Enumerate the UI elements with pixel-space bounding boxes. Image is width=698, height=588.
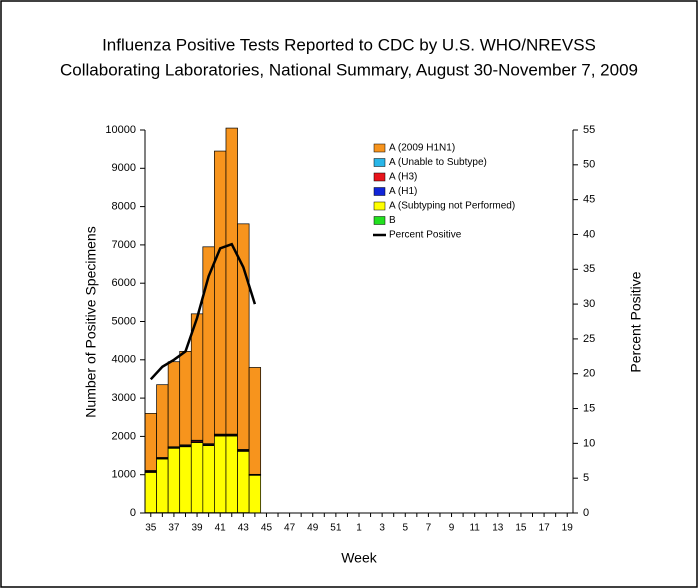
bar-segment — [144, 413, 157, 471]
y2-tick-label: 0 — [583, 507, 589, 519]
bar-segment — [214, 150, 227, 435]
legend-swatch — [373, 187, 386, 196]
y2-axis-label: Percent Positive — [628, 271, 644, 372]
y-tick-label: 6000 — [112, 277, 136, 289]
bar-segment — [214, 435, 227, 513]
y-tick-label: 9000 — [112, 162, 136, 174]
x-tick-label: 49 — [307, 523, 319, 534]
y2-tick-label: 15 — [583, 402, 595, 414]
chart-subtitle: Collaborating Laboratories, National Sum… — [60, 60, 638, 79]
y2-tick-label: 35 — [583, 263, 595, 275]
legend-label: A (H3) — [389, 172, 417, 183]
legend-label: B — [389, 215, 396, 226]
x-tick-label: 41 — [215, 523, 227, 534]
bar-segment — [248, 474, 262, 514]
bar-segment — [225, 127, 238, 435]
bar-segment — [156, 384, 169, 458]
x-tick-label: 1 — [356, 523, 362, 534]
bar-segment — [179, 351, 192, 446]
y-tick-label: 1000 — [112, 469, 136, 481]
y-axis-label: Number of Positive Specimens — [83, 226, 99, 417]
bar-segment — [237, 450, 250, 513]
percent-line — [149, 242, 257, 381]
x-tick-label: 19 — [562, 523, 574, 534]
bar-segment — [167, 447, 181, 513]
legend-swatch — [373, 158, 386, 167]
bar-segment — [237, 223, 250, 450]
legend-label: Percent Positive — [389, 230, 462, 241]
legend-label: A (H1) — [389, 186, 417, 197]
x-tick-label: 47 — [284, 523, 296, 534]
x-tick-label: 5 — [402, 523, 408, 534]
x-tick-label: 35 — [145, 523, 157, 534]
x-tick-label: 9 — [449, 523, 455, 534]
y-tick-label: 8000 — [112, 201, 136, 213]
y-tick-label: 2000 — [112, 430, 136, 442]
bar-segment — [144, 472, 157, 513]
bar-segment — [225, 435, 238, 513]
legend-swatch — [373, 216, 386, 225]
y2-tick-label: 40 — [583, 228, 595, 240]
bar-segment — [190, 442, 204, 513]
y2-tick-label: 50 — [583, 159, 595, 171]
y-tick-label: 4000 — [112, 354, 136, 366]
x-tick-label: 11 — [469, 523, 480, 534]
legend-swatch — [373, 143, 386, 153]
x-tick-label: 51 — [330, 523, 342, 534]
x-tick-label: 15 — [515, 523, 527, 534]
y-tick-label: 5000 — [112, 315, 136, 327]
x-tick-label: 39 — [191, 523, 203, 534]
bar-segment — [179, 446, 192, 513]
y-tick-label: 7000 — [112, 239, 136, 251]
x-tick-label: 17 — [539, 523, 551, 534]
x-tick-label: 43 — [238, 523, 250, 534]
legend-label: A (Subtyping not Performed) — [389, 201, 515, 212]
y2-tick-label: 20 — [583, 368, 595, 380]
legend-label: A (2009 H1N1) — [389, 143, 455, 154]
legend-label: A (Unable to Subtype) — [389, 157, 487, 168]
y2-tick-label: 10 — [583, 437, 595, 449]
y-tick-label: 10000 — [105, 124, 136, 136]
legend-swatch — [373, 172, 386, 182]
chart-title: Influenza Positive Tests Reported to CDC… — [102, 35, 596, 54]
legend-swatch — [373, 201, 386, 211]
bar-segment — [248, 367, 262, 475]
x-tick-label: 3 — [379, 523, 385, 534]
y2-tick-label: 5 — [583, 472, 589, 484]
x-tick-label: 13 — [492, 523, 504, 534]
y2-tick-label: 25 — [583, 333, 595, 345]
x-tick-label: 45 — [261, 523, 273, 534]
x-tick-label: 7 — [426, 523, 432, 534]
y2-tick-label: 45 — [583, 194, 595, 206]
y2-tick-label: 55 — [583, 124, 595, 136]
x-axis-label: Week — [341, 550, 378, 566]
y2-tick-label: 30 — [583, 298, 595, 310]
bar-segment — [167, 361, 181, 448]
y-tick-label: 3000 — [112, 392, 136, 404]
x-tick-label: 37 — [168, 523, 180, 534]
bar-segment — [202, 445, 215, 513]
bar-segment — [156, 458, 169, 513]
y-tick-label: 0 — [130, 507, 136, 519]
